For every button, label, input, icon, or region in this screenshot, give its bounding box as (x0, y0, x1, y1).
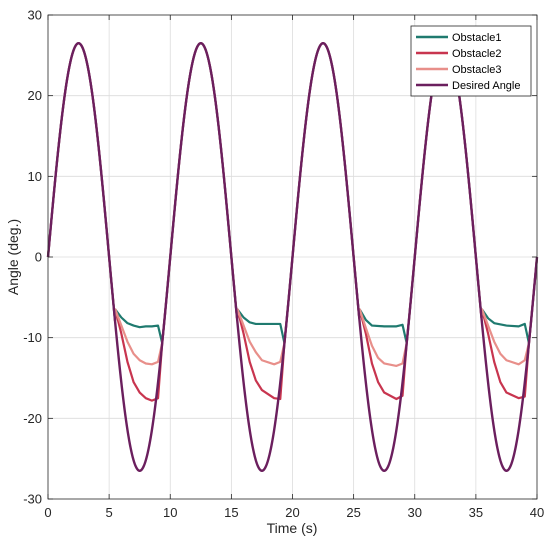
x-tick-label: 35 (469, 505, 483, 520)
legend: Obstacle1 Obstacle2 Obstacle3 Desired Angle (410, 25, 532, 97)
y-tick-label: -20 (23, 411, 42, 426)
x-tick-label: 20 (285, 505, 299, 520)
y-tick-label: -30 (23, 492, 42, 507)
axis-ticks: 0 5 10 15 20 25 30 35 40 -30 -20 -10 0 10 20 30 (23, 8, 544, 521)
x-tick-label: 30 (408, 505, 422, 520)
legend-label: Obstacle3 (452, 64, 502, 76)
x-tick-label: 5 (106, 505, 113, 520)
x-tick-label: 0 (44, 505, 51, 520)
x-axis-title: Time (s) (267, 520, 318, 536)
x-tick-label: 10 (163, 505, 177, 520)
legend-label: Desired Angle (452, 80, 521, 92)
y-tick-label: 30 (28, 8, 42, 23)
legend-label: Obstacle2 (452, 48, 502, 60)
y-tick-label: 20 (28, 88, 42, 103)
y-tick-label: -10 (23, 330, 42, 345)
x-tick-label: 40 (530, 505, 544, 520)
y-axis-title: Angle (deg.) (5, 219, 21, 295)
x-tick-label: 15 (224, 505, 238, 520)
y-tick-label: 10 (28, 169, 42, 184)
x-tick-label: 25 (346, 505, 360, 520)
legend-label: Obstacle1 (452, 32, 502, 44)
y-tick-label: 0 (35, 250, 42, 265)
